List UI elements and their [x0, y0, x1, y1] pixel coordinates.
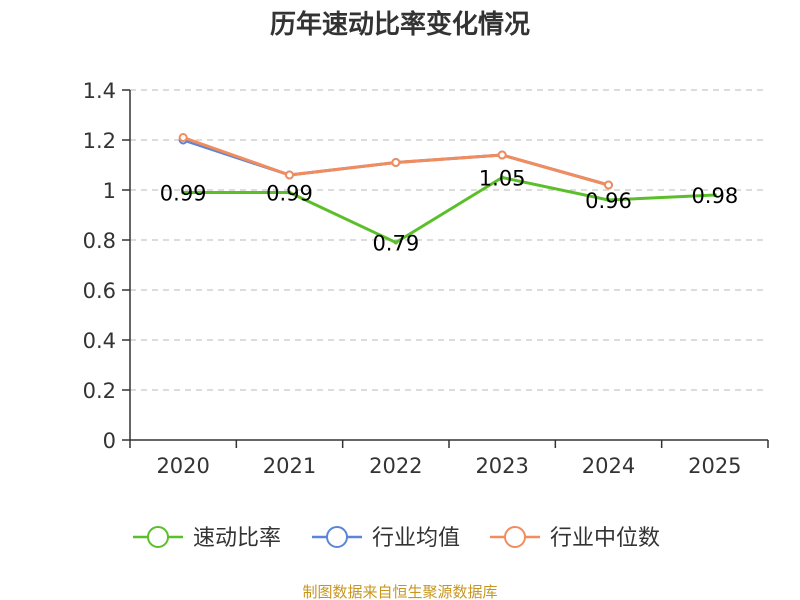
legend-marker	[147, 526, 169, 548]
legend-label: 速动比率	[193, 526, 281, 551]
y-tick-label: 0.6	[83, 279, 116, 303]
series-lines	[178, 133, 717, 245]
data-label: 0.96	[585, 189, 632, 213]
axes: 0 0.2 0.4 0.6 0.8 1 1.2 1.4 2020 2021 2022 2023 2024…	[83, 79, 769, 478]
data-label: 0.98	[691, 184, 738, 208]
y-tick-label: 0.8	[83, 229, 116, 253]
series-point-0	[181, 190, 186, 195]
grid-lines	[130, 89, 768, 391]
series-point-0	[393, 240, 398, 245]
x-tick-label: 2022	[369, 454, 422, 478]
source-note: 制图数据来自恒生聚源数据库	[302, 583, 497, 600]
series-point-0	[287, 190, 292, 195]
data-label: 0.99	[160, 182, 207, 206]
series-point-2	[497, 150, 507, 160]
series-point-2	[604, 180, 613, 190]
series-point-0	[712, 193, 717, 197]
data-label: 1.05	[479, 167, 526, 191]
y-tick-label: 0.2	[83, 379, 116, 403]
legend-label: 行业均值	[372, 526, 460, 551]
legend-item-0: 速动比率	[133, 526, 281, 551]
x-tick-label: 2025	[688, 454, 741, 478]
series-point-2	[285, 170, 294, 180]
series-line-0	[183, 176, 715, 244]
chart-title: 历年速动比率变化情况	[270, 9, 530, 40]
series-point-0	[500, 175, 505, 180]
legend-marker	[326, 526, 348, 548]
y-tick-label: 1.2	[83, 129, 116, 153]
data-label: 0.79	[372, 232, 419, 256]
series-point-2	[391, 158, 401, 167]
y-tick-label: 1	[103, 179, 116, 203]
y-tick-label: 0	[103, 429, 116, 453]
legend-item-2: 行业中位数	[490, 526, 660, 551]
data-label: 0.99	[266, 182, 313, 206]
x-tick-label: 2024	[582, 454, 635, 478]
y-tick-label: 1.4	[83, 79, 116, 103]
series-point-2	[178, 133, 188, 142]
legend-item-1: 行业均值	[312, 526, 460, 551]
data-labels: 0.99 0.99 0.79 1.05 0.96 0.98	[160, 167, 738, 256]
x-tick-label: 2021	[263, 454, 316, 478]
x-tick-label: 2020	[156, 454, 209, 478]
legend-marker	[504, 526, 526, 548]
legend: 速动比率 行业均值 行业中位数	[133, 526, 660, 551]
legend-label: 行业中位数	[550, 526, 660, 551]
y-tick-label: 0.4	[83, 329, 116, 353]
series-point-0	[606, 198, 611, 202]
x-tick-label: 2023	[475, 454, 528, 478]
